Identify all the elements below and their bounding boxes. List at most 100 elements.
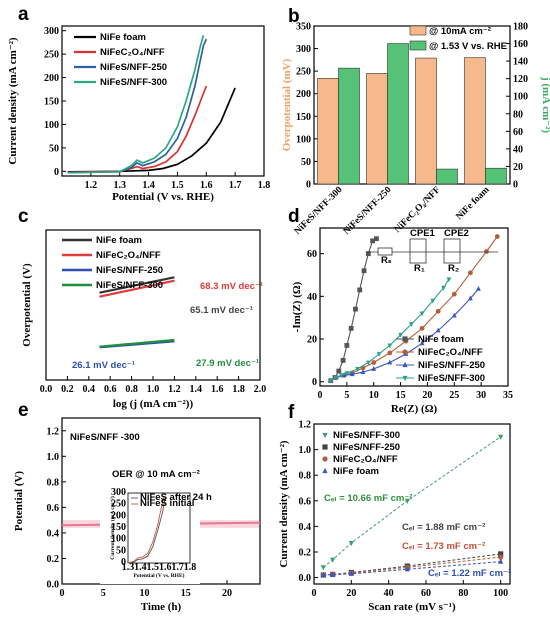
data-point	[360, 369, 366, 375]
data-point	[419, 340, 425, 346]
data-point	[371, 366, 377, 371]
y2-axis-label: j (mA cm⁻²)	[540, 76, 550, 133]
data-point	[484, 249, 489, 254]
data-point	[498, 434, 504, 440]
y2-tick-label: 0	[513, 180, 518, 191]
bar-current-density	[338, 67, 360, 185]
y-tick-label: 0.0	[47, 580, 60, 591]
y-tick-label: 350	[296, 22, 311, 33]
inset-x-tick-label: 1.8	[184, 562, 197, 573]
data-point	[435, 327, 441, 333]
legend-label: NiFeS/NFF-250	[100, 62, 167, 73]
inset-y-tick-label: 200	[111, 510, 126, 521]
category-label: NiFe foam	[455, 185, 492, 222]
x-tick-label: 20	[222, 588, 232, 599]
legend-label: NiFe foam	[333, 466, 379, 477]
inset-x-tick-label: 1.3	[122, 562, 135, 573]
y-tick-label: 250	[44, 50, 59, 61]
series-line-0	[67, 87, 236, 173]
inset-y-tick-label: 250	[111, 499, 126, 510]
y-tick-label: 20	[307, 335, 317, 346]
data-point	[353, 306, 358, 312]
bar-overpotential	[464, 57, 486, 185]
fit-line-3	[323, 561, 501, 576]
data-point	[402, 336, 408, 342]
x-axis-label: log (j (mA cm⁻²))	[113, 398, 194, 410]
x-tick-label: 20	[422, 390, 432, 401]
inset-series-line-0	[127, 496, 166, 564]
x-tick-label: 1.7	[229, 180, 242, 191]
x-tick-label: 15	[396, 390, 406, 401]
series-line-1	[99, 279, 175, 298]
x-tick-label: 1.2	[85, 180, 98, 191]
data-point	[468, 270, 473, 276]
data-point	[370, 238, 376, 244]
y-tick-label: 0	[312, 377, 317, 388]
data-point	[344, 343, 350, 348]
legend-label: NiFe foam	[418, 334, 464, 345]
y2-tick-label: 20	[513, 162, 523, 173]
y-tick-label: 0.6	[299, 496, 312, 507]
bar-current-density	[485, 167, 507, 185]
data-point	[320, 565, 326, 571]
series-line-3	[67, 35, 205, 174]
slope-annotation: 65.1 mV dec⁻¹	[190, 305, 253, 316]
cpe2-branch	[443, 238, 461, 264]
inset-x-tick-label: 1.7	[171, 562, 184, 573]
x-tick-label: 0	[60, 588, 65, 599]
slope-annotation: 68.3 mV dec⁻¹	[200, 281, 263, 292]
panel-title: NiFeS/NFF -300	[70, 432, 140, 443]
legend-label: NiFeS/NFF-300	[100, 77, 167, 88]
data-point	[387, 343, 393, 349]
data-point	[435, 308, 441, 314]
data-point	[404, 498, 410, 504]
bar-overpotential	[415, 57, 437, 185]
y-tick-label: 0.4	[299, 522, 312, 533]
data-point	[387, 359, 393, 365]
y-tick-label: 0.6	[47, 503, 60, 514]
bar-current-density	[387, 43, 409, 185]
x-tick-label: 1.4	[142, 180, 155, 191]
y-axis-label: Current density (mA cm⁻²)	[278, 440, 290, 567]
x-tick-label: 1.8	[232, 384, 245, 395]
y-tick-label: 50	[301, 157, 311, 168]
capacitance-annotation: Cₑₗ = 1.73 mF cm⁻²	[402, 541, 485, 552]
legend-label: NiFeC₂O₄/NFF	[96, 250, 161, 261]
inset-legend-label: NiFeS after 24 h	[140, 492, 212, 503]
panel-e: 0 5 10 15 20 0.0 0.2 0.4 0.6 0.8 1.0 1.2 NiFeS/NFF -…	[13, 417, 261, 613]
data-point	[451, 312, 457, 318]
y-tick-label: 150	[296, 112, 311, 123]
data-point	[322, 444, 328, 450]
inset-legend-label: NiFeS initial	[140, 498, 194, 509]
y2-tick-label: 100	[513, 92, 528, 103]
x-tick-label: 5	[101, 588, 106, 599]
x-tick-label: 60	[421, 588, 431, 599]
legend-label: NiFeS/NFF-300	[96, 280, 163, 291]
data-point	[357, 287, 363, 293]
bar-overpotential	[317, 78, 339, 185]
data-point	[402, 361, 408, 368]
y-axis-label: Overpotential (V)	[21, 263, 33, 347]
equivalent-circuit: CPE1 CPE2 Rₛ R₁ R₂	[366, 228, 498, 274]
condition-annotation: OER @ 10 mA cm⁻²	[112, 469, 200, 480]
y2-tick-label: 60	[513, 127, 523, 138]
y-tick-label: 1.0	[299, 445, 312, 456]
circuit-label: Rₛ	[381, 255, 392, 266]
y-tick-label: 60	[307, 249, 317, 260]
x-tick-label: 2.0	[254, 384, 267, 395]
data-point	[333, 375, 339, 381]
data-point	[430, 298, 436, 304]
data-point	[322, 467, 328, 474]
plot-frame	[313, 423, 511, 585]
x-tick-label: 1.6	[200, 180, 213, 191]
legend-label: NiFe foam	[100, 32, 146, 43]
y2-tick-label: 140	[513, 57, 528, 68]
bar-overpotential	[366, 73, 388, 185]
legend-label: NiFeS/NFF-250	[333, 442, 400, 453]
x-tick-label: 1.3	[113, 180, 126, 191]
inset-x-tick-label: 1.5	[147, 562, 160, 573]
inset-y-tick-label: 100	[111, 534, 126, 545]
panel-d: 0 5 10 15 20 25 30 35 0 20 40 60 CPE1 CPE2 Rₛ R₁ R₂ NiFe …	[291, 227, 513, 415]
data-point	[468, 295, 473, 301]
data-point	[419, 311, 425, 317]
